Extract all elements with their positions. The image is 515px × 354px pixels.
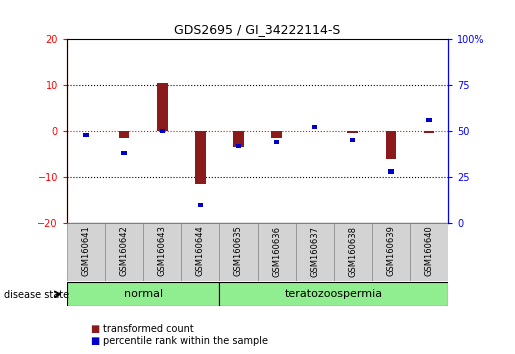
Text: disease state: disease state <box>4 290 69 299</box>
Text: normal: normal <box>124 289 163 299</box>
Bar <box>296 223 334 281</box>
Bar <box>258 223 296 281</box>
Text: GSM160637: GSM160637 <box>310 225 319 276</box>
Text: percentile rank within the sample: percentile rank within the sample <box>103 336 268 346</box>
Text: GSM160638: GSM160638 <box>348 225 357 276</box>
Bar <box>386 131 396 159</box>
Bar <box>372 223 410 281</box>
Text: GSM160643: GSM160643 <box>158 225 167 276</box>
Title: GDS2695 / GI_34222114-S: GDS2695 / GI_34222114-S <box>174 23 341 36</box>
Text: ■: ■ <box>90 336 99 346</box>
Text: GSM160640: GSM160640 <box>424 226 434 276</box>
Bar <box>410 223 448 281</box>
Bar <box>271 131 282 138</box>
Bar <box>105 223 143 281</box>
Bar <box>312 125 317 129</box>
Text: teratozoospermia: teratozoospermia <box>285 289 383 299</box>
Text: GSM160644: GSM160644 <box>196 226 205 276</box>
Text: GSM160636: GSM160636 <box>272 225 281 276</box>
Bar <box>157 82 167 131</box>
Text: GSM160641: GSM160641 <box>81 226 91 276</box>
Text: transformed count: transformed count <box>103 324 194 333</box>
Bar <box>195 131 205 184</box>
Bar <box>160 129 165 133</box>
Bar <box>348 131 358 133</box>
Text: GSM160639: GSM160639 <box>386 225 396 276</box>
Text: ■: ■ <box>90 324 99 333</box>
Bar <box>274 140 279 144</box>
Bar <box>181 223 219 281</box>
Bar <box>67 282 219 306</box>
Bar <box>334 223 372 281</box>
Bar <box>219 282 448 306</box>
Bar <box>424 131 434 133</box>
Bar <box>219 223 258 281</box>
Text: GSM160635: GSM160635 <box>234 225 243 276</box>
Bar <box>198 202 203 207</box>
Bar <box>233 131 244 147</box>
Bar <box>119 131 129 138</box>
Bar <box>350 138 355 142</box>
Bar <box>236 144 241 148</box>
Text: GSM160642: GSM160642 <box>119 226 129 276</box>
Bar <box>67 223 105 281</box>
Bar <box>122 151 127 155</box>
Bar <box>83 133 89 137</box>
Bar <box>388 170 393 173</box>
Bar <box>426 118 432 122</box>
Bar <box>143 223 181 281</box>
